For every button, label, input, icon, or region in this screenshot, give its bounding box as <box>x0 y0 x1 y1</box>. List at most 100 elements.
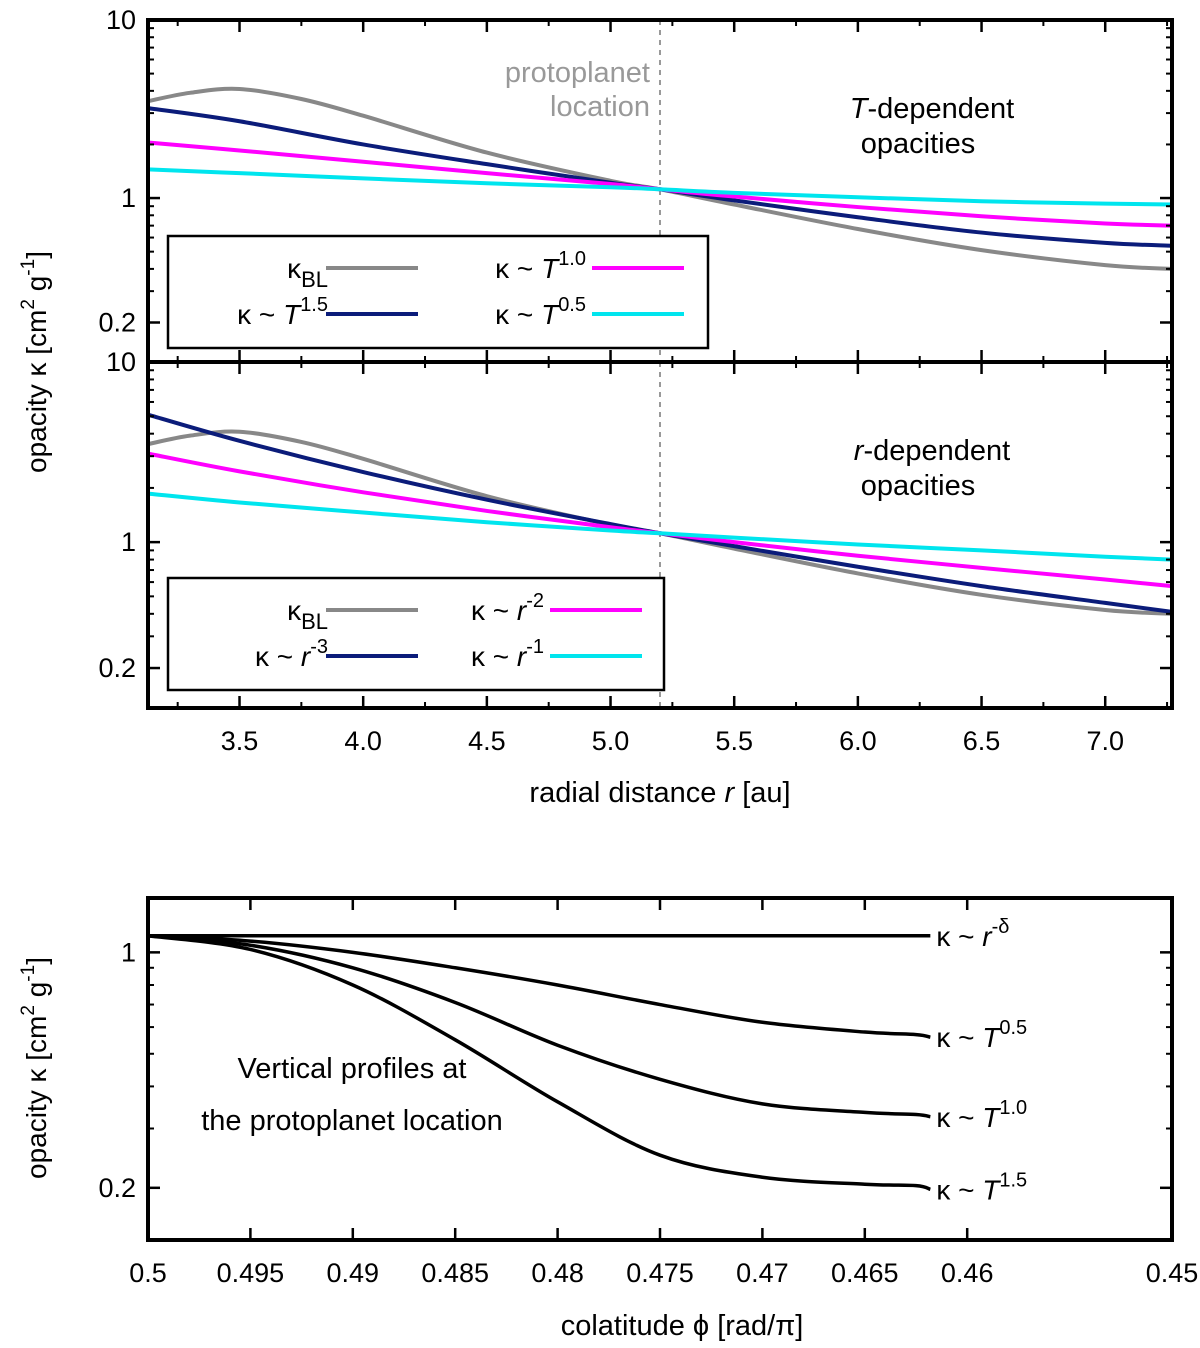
series-line <box>147 491 1173 562</box>
label-exponent: 0.5 <box>999 1017 1027 1039</box>
label-kappa: κ <box>936 1174 951 1205</box>
panel-annotation: opacities <box>861 128 975 160</box>
label-separator: ~ <box>950 1174 982 1205</box>
legend-separator: ~ <box>509 253 541 284</box>
x-tick-label: 0.465 <box>831 1258 899 1288</box>
legend-box <box>166 234 710 350</box>
label-separator: ~ <box>950 1022 982 1053</box>
legend-exponent: -1 <box>526 636 544 658</box>
x-tick-label: 0.45 <box>1146 1258 1199 1288</box>
x-tick-label: 4.5 <box>468 726 506 756</box>
x-tick-label: 0.48 <box>531 1258 584 1288</box>
label-exponent: 1.5 <box>999 1169 1027 1191</box>
label-kappa: κ <box>936 921 951 952</box>
label-separator: ~ <box>950 1102 982 1133</box>
x-tick-label: 0.47 <box>736 1258 789 1288</box>
profile-label: κ ~ T0.5 <box>936 1017 1027 1053</box>
middle-plot-frame <box>146 360 1174 710</box>
middle-legend: κBL κ ~ r-2κ ~ r-3 κ ~ r-1 <box>166 576 666 692</box>
legend-exponent: 1.0 <box>558 248 586 270</box>
legend-label: κ ~ r-2 <box>471 590 544 626</box>
ylabel-text: opacity κ [cm <box>21 1016 52 1179</box>
ylabel-text: ] <box>21 251 52 259</box>
ylabel-exponent: 2 <box>18 1005 39 1016</box>
x-tick-label: 7.0 <box>1086 726 1124 756</box>
x-tick-label: 5.5 <box>715 726 753 756</box>
legend-separator: ~ <box>269 641 301 672</box>
y-tick-label: 10 <box>106 5 136 35</box>
legend-subscript: BL <box>301 267 328 292</box>
legend-exponent: 0.5 <box>558 294 586 316</box>
x-tick-label: 0.475 <box>626 1258 694 1288</box>
legend-exponent: 1.5 <box>300 294 328 316</box>
legend-label: κ ~ r-1 <box>471 636 544 672</box>
legend-variable: T <box>283 299 302 330</box>
legend-variable: r <box>301 641 312 672</box>
profile-line <box>147 934 931 1191</box>
legend-variable: T <box>541 299 560 330</box>
legend-kappa: κ <box>237 299 252 330</box>
legend-separator: ~ <box>251 299 283 330</box>
x-tick-label: 3.5 <box>221 726 259 756</box>
panel-annotation: the protoplanet location <box>201 1105 503 1137</box>
legend-label: κ ~ T1.0 <box>495 248 586 284</box>
annotation-variable: T <box>850 93 870 125</box>
label-variable: T <box>982 1102 1001 1133</box>
ylabel-exponent: -1 <box>18 965 39 982</box>
profile-label: κ ~ r-δ <box>936 916 1009 952</box>
profile-label: κ ~ T1.0 <box>936 1097 1027 1133</box>
protoplanet-label: location <box>550 91 650 123</box>
series-line <box>147 167 1173 207</box>
label-exponent: -δ <box>992 916 1010 938</box>
legend-label: κ ~ r-3 <box>255 636 328 672</box>
ylabel-text: g <box>21 276 52 299</box>
label-variable: T <box>982 1174 1001 1205</box>
y-tick-label: 0.2 <box>98 308 136 338</box>
x-tick-label: 5.0 <box>592 726 630 756</box>
legend-label: κBL <box>287 595 328 634</box>
y-tick-label: 1 <box>121 183 136 213</box>
ylabel-text: g <box>21 982 52 1005</box>
x-axis-label: radial distance r [au] <box>529 777 790 809</box>
y-axis-label: opacity κ [cm2 g-1] <box>18 251 52 473</box>
x-axis-label: colatitude ϕ [rad/π] <box>561 1310 804 1342</box>
label-separator: ~ <box>950 921 982 952</box>
legend-variable: r <box>517 641 528 672</box>
legend-label: κ ~ T0.5 <box>495 294 586 330</box>
legend-kappa: κ <box>495 253 510 284</box>
legend-kappa: κ <box>471 641 486 672</box>
ylabel-exponent: -1 <box>18 259 39 276</box>
legend-variable: T <box>541 253 560 284</box>
profile-line <box>147 934 931 1039</box>
legend-variable: r <box>517 595 528 626</box>
y-tick-label: 1 <box>121 527 136 557</box>
series-layer <box>147 86 1173 1191</box>
legend-kappa: κ <box>471 595 486 626</box>
profile-line <box>147 934 931 1119</box>
panel-annotation: opacities <box>861 470 975 502</box>
middle-ticks <box>148 360 1172 708</box>
xlabel-unit: [au] <box>734 777 790 809</box>
x-tick-label: 6.0 <box>839 726 877 756</box>
axes-layer <box>146 18 1174 1242</box>
x-tick-label: 0.495 <box>217 1258 285 1288</box>
label-variable: r <box>982 921 993 952</box>
label-kappa: κ <box>936 1022 951 1053</box>
annotation-text: -dependent <box>867 93 1014 125</box>
legend-exponent: -3 <box>310 636 328 658</box>
legend-box <box>166 576 666 692</box>
legend-label: κBL <box>287 253 328 292</box>
x-tick-label: 4.0 <box>344 726 382 756</box>
label-kappa: κ <box>936 1102 951 1133</box>
ylabel-text: opacity κ [cm <box>21 310 52 473</box>
x-tick-label: 0.485 <box>421 1258 489 1288</box>
label-exponent: 1.0 <box>999 1097 1027 1119</box>
legend-label: κ ~ T1.5 <box>237 294 328 330</box>
legend-separator: ~ <box>509 299 541 330</box>
ylabel-exponent: 2 <box>18 299 39 310</box>
legend-subscript: BL <box>301 609 328 634</box>
legend-exponent: -2 <box>526 590 544 612</box>
protoplanet-label: protoplanet <box>505 57 650 89</box>
label-variable: T <box>982 1022 1001 1053</box>
